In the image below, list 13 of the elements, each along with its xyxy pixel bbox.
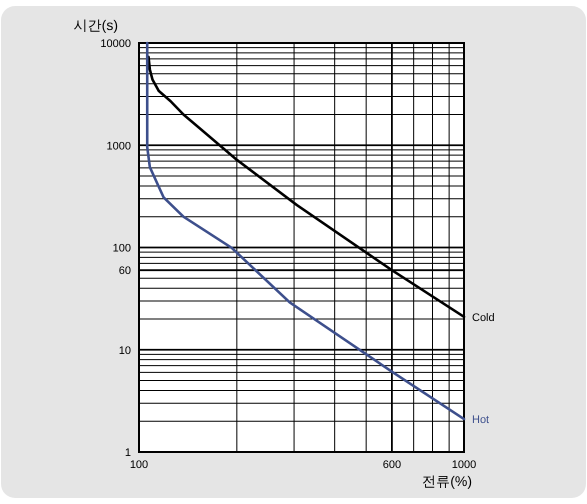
y-tick-label: 1	[124, 447, 131, 459]
series-label: Cold	[472, 312, 495, 324]
y-tick-label: 1000	[106, 140, 131, 152]
y-axis-title: 시간(s)	[74, 17, 118, 33]
series-label: Hot	[472, 414, 490, 426]
y-tick-label: 10	[118, 344, 131, 357]
y-tick-label: 60	[118, 265, 131, 278]
x-tick-label: 100	[130, 459, 148, 471]
x-axis-title: 전류(%)	[422, 473, 472, 489]
x-tick-label: 600	[382, 459, 402, 471]
y-tick-label: 100	[112, 242, 131, 254]
y-tick-label: 10000	[100, 38, 131, 50]
x-tick-label: 1000	[452, 459, 476, 471]
